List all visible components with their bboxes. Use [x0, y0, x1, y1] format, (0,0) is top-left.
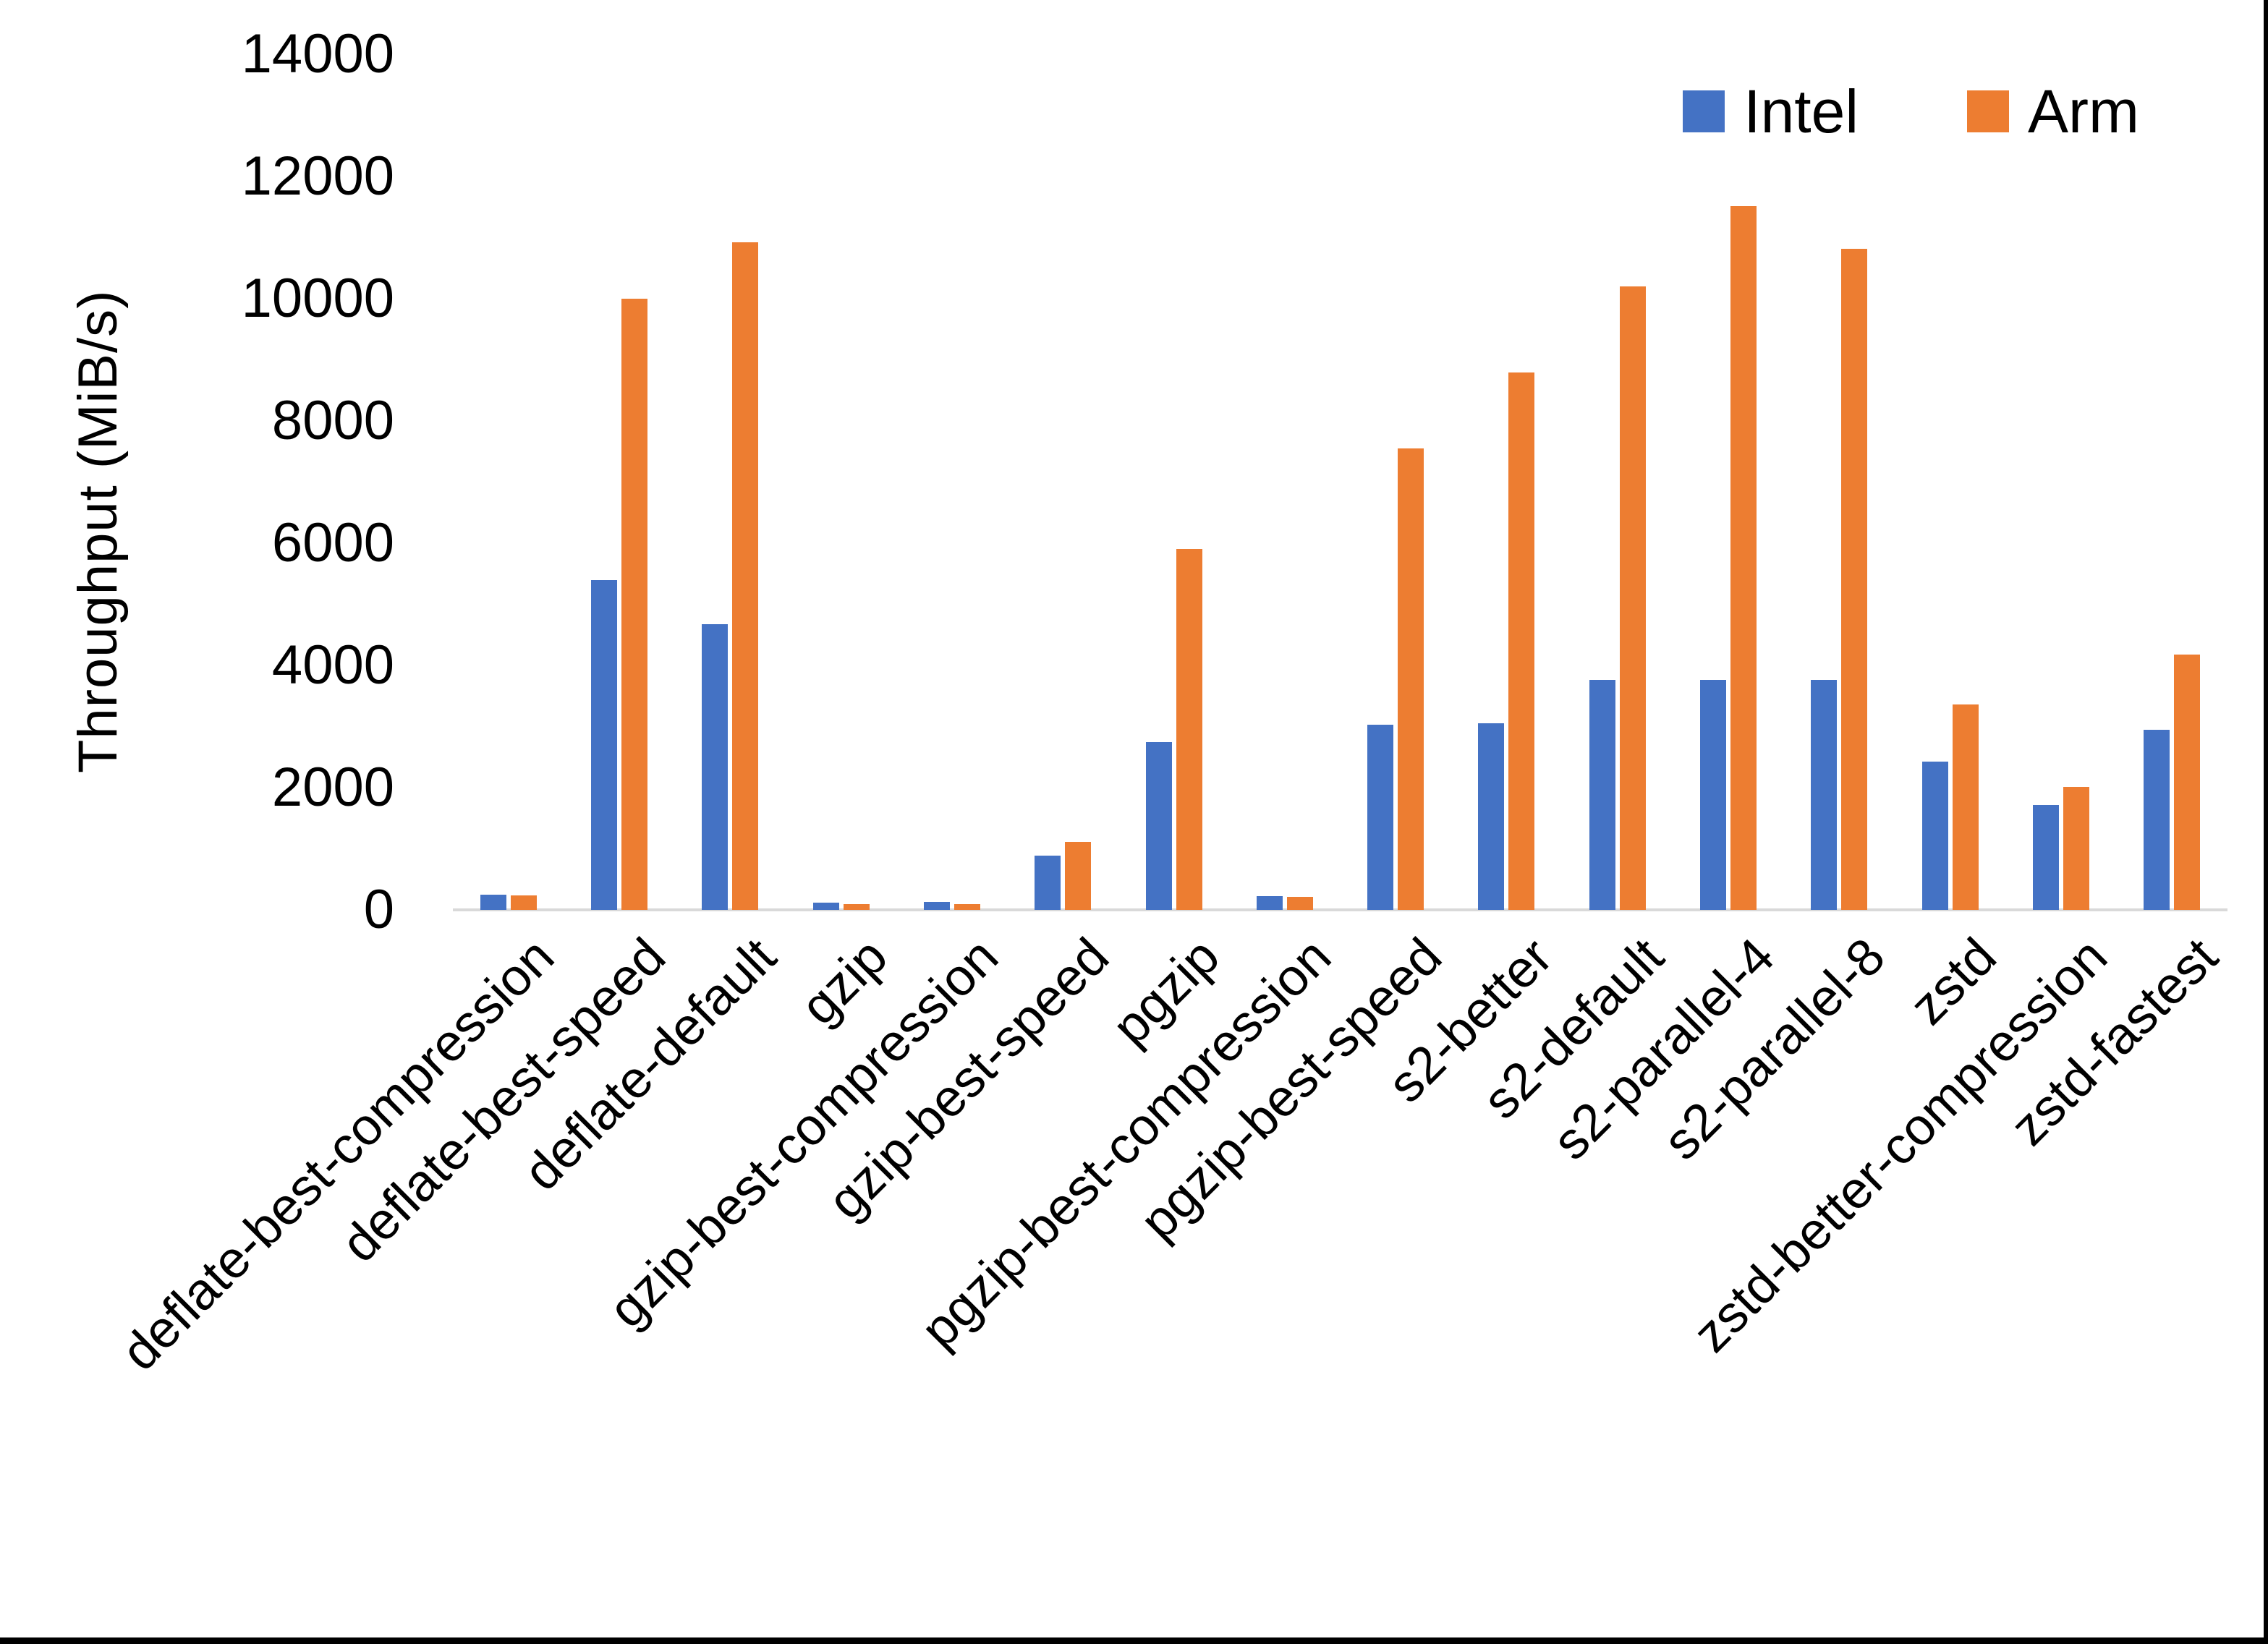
legend-label-intel: Intel — [1744, 77, 1859, 145]
page-border-right — [2264, 0, 2268, 1644]
legend-swatch-intel — [1683, 90, 1725, 132]
bar-group-gzip-best-compression — [896, 54, 1007, 910]
legend-item-arm: Arm — [1967, 81, 2139, 142]
y-tick-label: 0 — [363, 879, 394, 940]
bar-arm-gzip-best-speed — [1065, 842, 1092, 910]
y-tick-label: 12000 — [241, 145, 394, 207]
bar-intel-gzip — [812, 902, 839, 910]
bar-intel-s2-parallel-8 — [1811, 680, 1838, 910]
bar-group-s2-parallel-8 — [1784, 54, 1895, 910]
bar-group-pgzip — [1118, 54, 1229, 910]
bar-intel-zstd-better-compression — [2033, 804, 2060, 910]
y-tick-label: 14000 — [241, 23, 394, 85]
bar-group-pgzip-best-speed — [1341, 54, 1451, 910]
bar-arm-pgzip — [1176, 549, 1202, 910]
bar-intel-s2-parallel-4 — [1700, 680, 1727, 910]
x-tick-label: deflate-best-compression — [111, 927, 566, 1382]
y-tick-label: 6000 — [271, 512, 394, 574]
bar-intel-pgzip-best-speed — [1367, 724, 1394, 910]
bar-arm-pgzip-best-speed — [1398, 448, 1424, 910]
bar-arm-s2-parallel-4 — [1730, 205, 1757, 910]
bar-intel-pgzip-best-compression — [1256, 896, 1283, 910]
page-border-bottom — [0, 1637, 2268, 1644]
bar-arm-s2-better — [1508, 372, 1535, 910]
bar-intel-gzip-best-speed — [1035, 855, 1061, 910]
bar-arm-s2-default — [1619, 286, 1646, 910]
y-tick-label: 2000 — [271, 757, 394, 818]
bar-arm-zstd — [1952, 704, 1979, 910]
bar-arm-s2-parallel-8 — [1841, 248, 1868, 910]
legend: Intel Arm — [1683, 81, 2139, 142]
bar-arm-deflate-best-compression — [510, 895, 537, 910]
bar-group-gzip-best-speed — [1008, 54, 1118, 910]
bar-group-s2-better — [1451, 54, 1562, 910]
legend-swatch-arm — [1967, 90, 2010, 132]
bar-intel-s2-default — [1589, 680, 1615, 910]
bar-arm-gzip — [843, 903, 870, 910]
bar-arm-deflate-default — [732, 242, 759, 910]
bar-intel-gzip-best-compression — [923, 902, 950, 910]
bar-intel-deflate-default — [702, 623, 729, 910]
y-tick-label: 4000 — [271, 634, 394, 696]
bar-group-deflate-best-compression — [453, 54, 564, 910]
bar-group-deflate-best-speed — [564, 54, 674, 910]
y-tick-label: 10000 — [241, 268, 394, 329]
bar-arm-gzip-best-compression — [954, 903, 980, 910]
legend-label-arm: Arm — [2028, 77, 2139, 145]
bar-arm-zstd-better-compression — [2063, 787, 2090, 910]
bar-intel-pgzip — [1145, 741, 1172, 910]
bar-arm-pgzip-best-compression — [1286, 896, 1313, 910]
legend-item-intel: Intel — [1683, 81, 1859, 142]
plot-area — [453, 54, 2227, 911]
bar-intel-zstd-fastest — [2144, 729, 2170, 910]
bar-arm-zstd-fastest — [2174, 654, 2201, 910]
bar-intel-zstd — [1921, 761, 1948, 910]
bar-group-zstd — [1895, 54, 2005, 910]
bar-group-gzip — [786, 54, 896, 910]
x-axis-line — [453, 908, 2227, 911]
bar-intel-s2-better — [1478, 723, 1505, 910]
bar-intel-deflate-best-speed — [590, 579, 617, 910]
bar-group-pgzip-best-compression — [1229, 54, 1340, 910]
bar-group-s2-parallel-4 — [1673, 54, 1783, 910]
bar-arm-deflate-best-speed — [621, 299, 647, 910]
x-axis-labels: deflate-best-compression deflate-best-spe… — [111, 927, 2229, 1580]
y-tick-label: 8000 — [271, 390, 394, 451]
bar-intel-deflate-best-compression — [480, 894, 506, 910]
y-axis-tick-labels: 0 2000 4000 6000 8000 10000 12000 14000 — [0, 27, 394, 937]
bar-group-zstd-fastest — [2117, 54, 2227, 910]
bar-group-deflate-default — [675, 54, 786, 910]
bars-layer — [453, 54, 2227, 910]
bar-group-s2-default — [1562, 54, 1673, 910]
bar-group-zstd-better-compression — [2005, 54, 2116, 910]
